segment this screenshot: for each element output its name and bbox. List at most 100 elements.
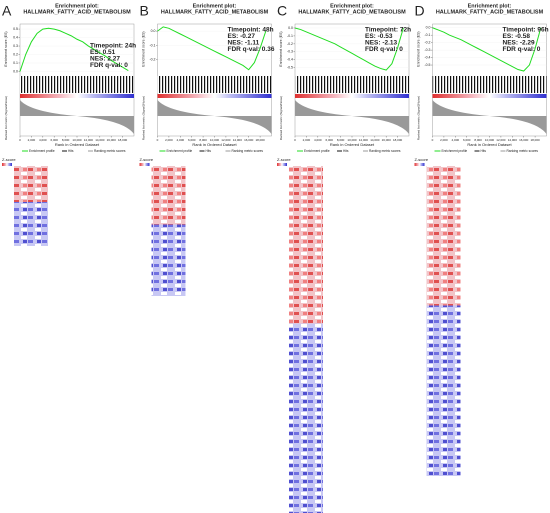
y-tick-label: 0.0 xyxy=(151,29,156,33)
heatmap-label: Z-score xyxy=(415,157,429,162)
x-tick-label: 4,000 xyxy=(39,138,47,142)
heatmap-bottom xyxy=(289,323,323,513)
x-tick-label: 14,000 xyxy=(95,138,105,142)
y-axis-label: Enrichment score (ES) xyxy=(279,31,283,66)
ranked-metric xyxy=(157,100,272,134)
x-tick-label: 4,000 xyxy=(452,138,460,142)
x-tick-label: 8,000 xyxy=(199,138,207,142)
x-tick-label: 12,000 xyxy=(496,138,506,142)
annotation: Timepoint: 24h xyxy=(90,43,136,50)
panel-letter: C xyxy=(277,3,287,19)
y-tick-label: 0.0 xyxy=(288,26,293,30)
y-axis-label: Enrichment score (ES) xyxy=(141,31,145,66)
x-tick-label: 12,000 xyxy=(84,138,94,142)
x-tick-label: 6,000 xyxy=(463,138,471,142)
legend-label: Enrichment profile xyxy=(29,149,55,153)
chart-title: Enrichment plot: xyxy=(55,3,99,9)
x-axis-label: Rank in Ordered Dataset xyxy=(330,142,375,147)
chart-title: HALLMARK_FATTY_ACID_METABOLISM xyxy=(298,9,406,15)
color-band xyxy=(295,94,409,98)
x-tick-label: 18,000 xyxy=(256,138,266,142)
heatmap-top xyxy=(151,166,186,225)
y-axis-label-2: Ranked list metric (Signal2Noise) xyxy=(141,96,145,140)
x-tick-label: 0 xyxy=(432,138,434,142)
enrichment-line xyxy=(157,26,267,71)
annotation: Timepoint: 48h xyxy=(228,27,274,34)
y-tick-label: -0.5 xyxy=(287,66,293,70)
x-tick-label: 18,000 xyxy=(393,138,403,142)
annotation: ES: -0.53 xyxy=(365,33,393,40)
y-axis-label: Enrichment score (ES) xyxy=(4,31,8,66)
y-tick-label: 0.1 xyxy=(13,61,18,65)
legend-label: Ranking metric scores xyxy=(507,149,539,153)
annotation: NES: 2.27 xyxy=(90,56,120,63)
x-tick-label: 2,000 xyxy=(303,138,311,142)
y-tick-label: -0.1 xyxy=(424,33,430,37)
x-tick-label: 14,000 xyxy=(370,138,380,142)
chart-title: Enrichment plot: xyxy=(330,3,374,9)
annotation: ES: -0.27 xyxy=(228,33,256,40)
legend-label: Ranking metric scores xyxy=(232,149,264,153)
heatmap-label: Z-score xyxy=(277,157,291,162)
y-tick-label: -0.4 xyxy=(424,56,430,60)
y-tick-label: 0.0 xyxy=(426,26,431,30)
legend-label: Enrichment profile xyxy=(167,149,193,153)
x-tick-label: 18,000 xyxy=(118,138,128,142)
x-tick-label: 2,000 xyxy=(165,138,173,142)
y-tick-label: 0.4 xyxy=(13,35,18,39)
x-tick-label: 6,000 xyxy=(325,138,333,142)
panel-letter: D xyxy=(415,3,425,19)
y-tick-label: -0.1 xyxy=(287,34,293,38)
x-tick-label: 6,000 xyxy=(188,138,196,142)
x-tick-label: 16,000 xyxy=(519,138,529,142)
legend-label: Enrichment profile xyxy=(442,149,468,153)
heatmap-top xyxy=(426,166,461,306)
x-tick-label: 4,000 xyxy=(314,138,322,142)
x-tick-label: 18,000 xyxy=(531,138,541,142)
annotation: NES: -1.11 xyxy=(228,40,260,47)
heatmap-key xyxy=(414,163,425,166)
legend-label: Hits xyxy=(68,149,74,153)
heatmap-label: Z-score xyxy=(2,157,16,162)
y-tick-label: 0.2 xyxy=(13,52,18,56)
x-tick-label: 16,000 xyxy=(244,138,254,142)
heatmap-top xyxy=(14,166,48,202)
y-axis-label: Enrichment score (ES) xyxy=(416,31,420,66)
y-tick-label: -0.2 xyxy=(149,58,155,62)
x-tick-label: 14,000 xyxy=(508,138,518,142)
heatmap-bottom xyxy=(426,305,461,476)
x-tick-label: 8,000 xyxy=(62,138,70,142)
y-tick-label: 0.0 xyxy=(13,69,18,73)
legend-label: Hits xyxy=(206,149,212,153)
y-tick-label: -0.2 xyxy=(424,41,430,45)
annotation: FDR q-val: 0.36 xyxy=(228,46,275,53)
annotation: FDR q-val: 0 xyxy=(365,46,403,53)
panel-letter: A xyxy=(2,3,12,19)
y-tick-label: -0.2 xyxy=(287,42,293,46)
y-tick-label: 0.3 xyxy=(13,44,18,48)
legend-label: Ranking metric scores xyxy=(369,149,401,153)
x-tick-label: 6,000 xyxy=(50,138,58,142)
y-axis-label-2: Ranked list metric (Signal2Noise) xyxy=(279,96,283,140)
x-tick-label: 4,000 xyxy=(177,138,185,142)
color-band xyxy=(20,94,134,98)
x-tick-label: 0 xyxy=(294,138,296,142)
x-tick-label: 10,000 xyxy=(210,138,220,142)
x-tick-label: 10,000 xyxy=(485,138,495,142)
color-band xyxy=(157,94,272,98)
x-tick-label: 2,000 xyxy=(440,138,448,142)
x-tick-label: 2,000 xyxy=(28,138,36,142)
annotation: NES: -2.13 xyxy=(365,40,398,47)
annotation: FDR q-val: 0 xyxy=(90,62,128,69)
annotation: Timepoint: 96h xyxy=(503,27,549,34)
heatmap-bottom xyxy=(14,202,48,246)
heatmap-label: Z-score xyxy=(140,157,154,162)
enrichment-line xyxy=(294,27,404,71)
x-tick-label: 14,000 xyxy=(233,138,243,142)
enrichment-line xyxy=(19,27,129,72)
y-axis-label-2: Ranked list metric (Signal2Noise) xyxy=(416,96,420,140)
ranked-metric xyxy=(295,100,409,134)
legend-label: Enrichment profile xyxy=(304,149,330,153)
hits-band xyxy=(295,76,409,93)
panel-letter: B xyxy=(140,3,149,19)
